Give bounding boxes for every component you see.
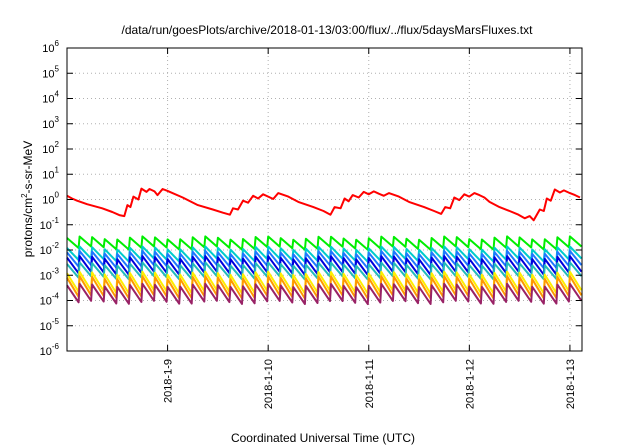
y-tick-label: 10-1 [40,216,60,232]
chart-title: /data/run/goesPlots/archive/2018-01-13/0… [122,23,534,37]
y-tick-label-base: 10 [42,195,54,207]
y-tick-label: 106 [42,39,59,55]
y-tick-label: 10-5 [40,317,60,333]
series-line [66,235,583,251]
y-tick-label-exp: -3 [52,266,60,275]
y-tick-label-base: 10 [40,346,52,358]
x-tick-label: 2018-1-13 [565,359,577,409]
y-tick-label-exp: -5 [52,317,60,326]
y-tick-label: 101 [42,165,59,181]
y-tick-label: 100 [42,191,59,207]
y-tick-label-base: 10 [40,296,52,308]
y-tick-label-base: 10 [42,144,54,156]
y-tick-label: 10-6 [40,342,60,358]
y-tick-label-exp: -2 [52,241,60,250]
y-tick-label-base: 10 [40,270,52,282]
series-line [66,261,583,281]
y-tick-label-base: 10 [40,245,52,257]
y-tick-label-base: 10 [42,68,54,80]
y-tick-label: 10-2 [40,241,60,257]
x-tick-label: 2018-1-10 [263,359,275,409]
x-tick-label: 2018-1-11 [364,359,376,408]
y-tick-label-exp: 3 [55,115,60,124]
series-line [66,187,581,222]
y-tick-label-exp: -4 [52,292,60,301]
y-tick-label-base: 10 [40,321,52,333]
y-tick-label-exp: 4 [55,90,60,99]
y-axis-label-sup: 2 [20,193,29,198]
y-tick-label: 10-3 [40,266,60,282]
series-layer [66,187,583,306]
series-line [66,282,583,306]
y-tick-label-exp: 5 [55,64,60,73]
y-tick-label-base: 10 [40,220,52,232]
y-tick-label-base: 10 [42,119,54,131]
y-tick-label: 104 [42,90,59,106]
y-tick-label-exp: 0 [55,191,60,200]
y-axis-label: protons/cm2-s-sr-MeV [20,141,35,257]
y-tick-label: 10-4 [40,292,60,308]
y-tick-label-base: 10 [42,169,54,181]
y-tick-label-exp: -6 [52,342,60,351]
y-tick-label: 102 [42,140,59,156]
axis-layer: 2018-1-9 2018-1-10 2018-1-11 2018-1-12 2018-… [40,39,582,409]
x-tick-label: 2018-1-12 [464,359,476,409]
y-axis-label-rest: -s-sr-MeV [21,141,35,194]
y-tick-label: 105 [42,64,59,80]
y-tick-label-exp: 2 [55,140,60,149]
y-tick-label-exp: 1 [55,165,60,174]
y-tick-label-exp: 6 [55,39,60,48]
y-tick-label-base: 10 [42,43,54,55]
x-axis-label: Coordinated Universal Time (UTC) [231,431,415,445]
y-tick-label-exp: -1 [52,216,60,225]
y-axis-label-base: protons/cm [21,198,35,257]
y-tick-label-base: 10 [42,94,54,106]
x-tick-label: 2018-1-9 [163,359,175,403]
y-tick-label: 103 [42,115,59,131]
